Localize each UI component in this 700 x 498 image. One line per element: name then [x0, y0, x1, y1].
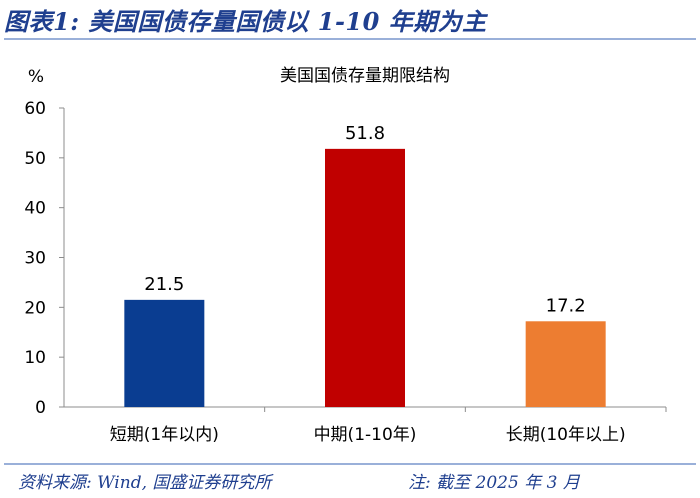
title-divider — [4, 38, 696, 40]
x-category-label: 中期(1-10年) — [314, 425, 417, 445]
y-tick-label: 30 — [24, 249, 46, 269]
figure-title: 图表1: 美国国债存量国债以 1-10 年期为主 — [4, 7, 487, 36]
note-text: 注: 截至 2025 年 3 月 — [408, 473, 580, 493]
source-text: 资料来源: Wind, 国盛证券研究所 — [18, 473, 272, 493]
y-tick-label: 0 — [35, 398, 46, 418]
data-label: 21.5 — [144, 274, 184, 295]
bars-group: 21.5 51.8 17.2 — [124, 123, 606, 407]
bar — [124, 299, 205, 407]
data-label: 17.2 — [546, 295, 586, 316]
y-tick-label: 20 — [24, 298, 46, 318]
y-tick-label: 60 — [24, 99, 46, 119]
x-category-label: 短期(1年以内) — [110, 425, 219, 445]
bar — [525, 321, 606, 407]
figure-footer: 资料来源: Wind, 国盛证券研究所 注: 截至 2025 年 3 月 — [18, 468, 698, 493]
data-label: 51.8 — [345, 123, 385, 144]
chart-title: 美国国债存量期限结构 — [280, 66, 450, 86]
y-tick-label: 40 — [24, 199, 46, 219]
x-category-label: 长期(10年以上) — [506, 425, 626, 445]
y-tick-label: 50 — [24, 149, 46, 169]
y-axis-unit-label: % — [28, 67, 44, 87]
y-tick-label: 10 — [24, 348, 46, 368]
bar — [325, 148, 405, 407]
footer-divider — [4, 463, 696, 465]
